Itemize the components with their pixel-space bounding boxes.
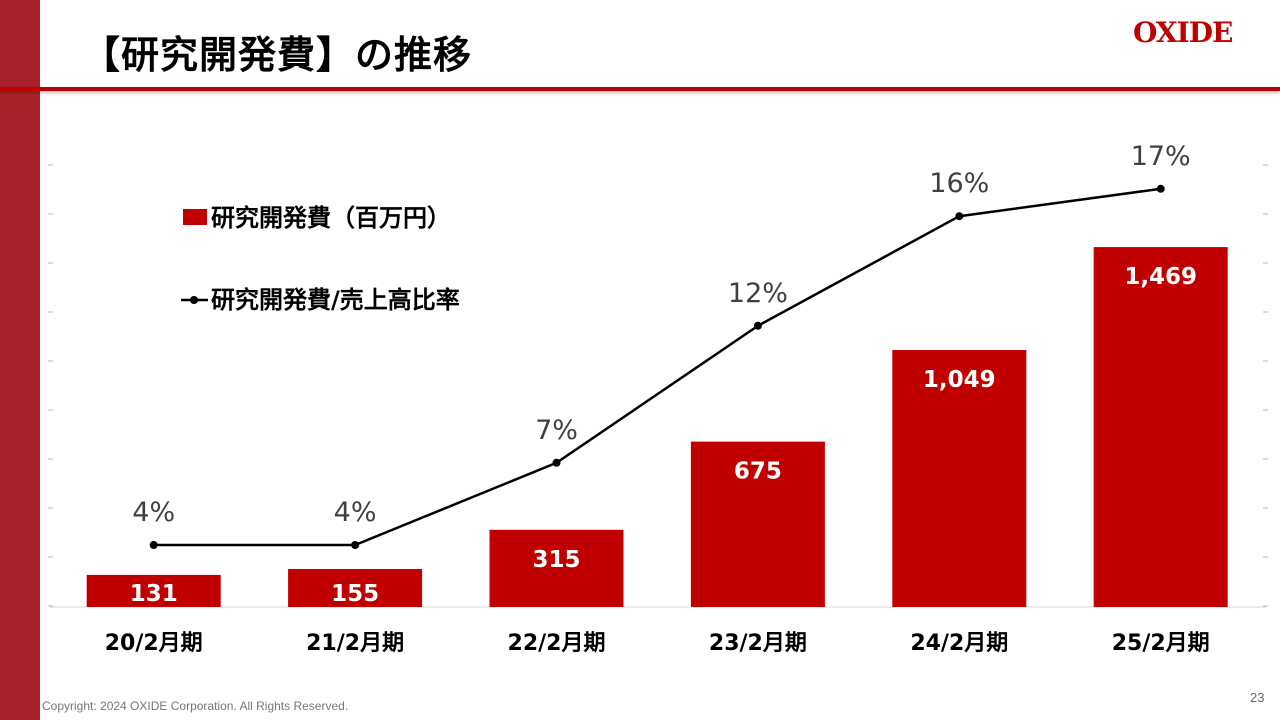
ratio-data-label: 4% <box>132 497 175 528</box>
ratio-point <box>955 212 964 221</box>
bar-data-label: 1,469 <box>1124 264 1197 290</box>
x-tick-label: 22/2月期 <box>508 631 606 656</box>
ratio-data-label: 4% <box>334 497 377 528</box>
legend-line-marker <box>190 296 198 304</box>
bar <box>1093 247 1228 607</box>
ratio-data-label: 7% <box>535 415 578 446</box>
ratio-point <box>351 541 360 549</box>
x-tick-label: 21/2月期 <box>306 631 404 656</box>
bar <box>288 569 423 607</box>
legend-bar-label: 研究開発費（百万円） <box>211 204 451 232</box>
company-logo: OXIDE <box>1133 16 1233 49</box>
bar-data-label: 315 <box>532 547 580 573</box>
legend-bar-swatch <box>183 209 207 225</box>
bar-data-label: 675 <box>734 459 782 485</box>
x-tick-label: 25/2月期 <box>1112 631 1210 656</box>
ratio-data-label: 17% <box>1131 141 1191 172</box>
ratio-point <box>753 321 762 330</box>
ratio-line <box>153 187 1161 547</box>
ratio-data-label: 12% <box>728 278 788 309</box>
bar-data-label: 155 <box>331 581 379 607</box>
x-tick-label: 23/2月期 <box>709 631 807 656</box>
bar <box>86 574 221 607</box>
page-title: 【研究開発費】の推移 <box>82 33 473 77</box>
copyright: Copyright: 2024 OXIDE Corporation. All R… <box>42 699 349 713</box>
bar <box>489 529 624 607</box>
x-tick-label: 24/2月期 <box>910 631 1008 656</box>
sidebar-accent <box>0 0 40 720</box>
bar-data-label: 1,049 <box>923 367 996 393</box>
ratio-data-label: 16% <box>929 168 989 199</box>
x-tick-label: 20/2月期 <box>105 631 203 656</box>
bar <box>690 441 825 607</box>
bar-data-label: 131 <box>130 581 178 607</box>
title-divider <box>0 87 1280 91</box>
ratio-point <box>1156 184 1165 193</box>
legend-line-label: 研究開発費/売上高比率 <box>211 286 460 314</box>
ratio-point <box>552 458 561 467</box>
page-number: 23 <box>1250 690 1265 705</box>
bar <box>892 349 1027 607</box>
ratio-point <box>149 541 158 549</box>
